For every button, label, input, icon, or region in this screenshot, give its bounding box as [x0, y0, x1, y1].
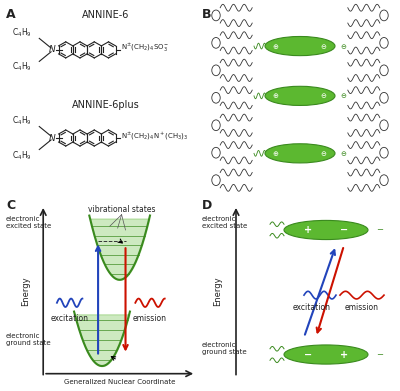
Text: $\ominus$: $\ominus$: [320, 91, 328, 100]
Text: emission: emission: [345, 303, 379, 312]
Text: Energy: Energy: [214, 276, 222, 306]
Text: $\mathregular{C_4H_9}$: $\mathregular{C_4H_9}$: [12, 27, 32, 39]
Text: Energy: Energy: [21, 276, 30, 306]
Text: $\ominus$: $\ominus$: [320, 149, 328, 158]
Ellipse shape: [265, 144, 335, 163]
Text: D: D: [202, 199, 212, 212]
Text: C: C: [6, 199, 15, 212]
Text: ANNINE-6plus: ANNINE-6plus: [72, 100, 140, 110]
Text: ANNINE-6: ANNINE-6: [82, 10, 130, 20]
Text: $\oplus$: $\oplus$: [272, 149, 280, 158]
Text: $\ominus$: $\ominus$: [320, 41, 328, 50]
Text: $\ominus$: $\ominus$: [340, 91, 348, 100]
Text: +: +: [340, 350, 348, 359]
Text: −: −: [376, 350, 384, 359]
Text: A: A: [6, 8, 16, 21]
Text: electronic
ground state: electronic ground state: [6, 333, 50, 346]
Ellipse shape: [265, 36, 335, 56]
Text: $\mathregular{C_4H_9}$: $\mathregular{C_4H_9}$: [12, 61, 32, 74]
Text: $\mathregular{N^{\pm}(CH_2)_4SO_3^-}$: $\mathregular{N^{\pm}(CH_2)_4SO_3^-}$: [120, 42, 169, 54]
Text: $\ominus$: $\ominus$: [340, 149, 348, 158]
Text: B: B: [202, 8, 212, 21]
Text: N: N: [49, 45, 55, 54]
Text: excitation: excitation: [51, 314, 89, 323]
Ellipse shape: [265, 86, 335, 106]
Ellipse shape: [284, 345, 368, 364]
Text: $\oplus$: $\oplus$: [272, 91, 280, 100]
Text: −: −: [376, 226, 384, 235]
Text: emission: emission: [133, 314, 167, 323]
Text: −: −: [340, 225, 348, 235]
Text: $\mathregular{C_4H_9}$: $\mathregular{C_4H_9}$: [12, 115, 32, 127]
Text: electronic
excited state: electronic excited state: [6, 216, 51, 229]
Text: $\mathregular{N^{\pm}(CH_2)_4N^+(CH_3)_3}$: $\mathregular{N^{\pm}(CH_2)_4N^+(CH_3)_3…: [120, 131, 188, 142]
Ellipse shape: [284, 221, 368, 240]
Text: vibrational states: vibrational states: [88, 205, 155, 214]
Text: N: N: [49, 133, 55, 143]
Text: $\ominus$: $\ominus$: [340, 41, 348, 50]
Text: electronic
ground state: electronic ground state: [202, 342, 247, 355]
Text: $\mathregular{C_4H_9}$: $\mathregular{C_4H_9}$: [12, 149, 32, 161]
Text: −: −: [304, 350, 312, 359]
Text: excitation: excitation: [293, 303, 331, 312]
Text: $\oplus$: $\oplus$: [272, 41, 280, 50]
Text: +: +: [304, 225, 312, 235]
Text: Generalized Nuclear Coordinate: Generalized Nuclear Coordinate: [64, 379, 175, 385]
Text: electronic
excited state: electronic excited state: [202, 216, 247, 229]
